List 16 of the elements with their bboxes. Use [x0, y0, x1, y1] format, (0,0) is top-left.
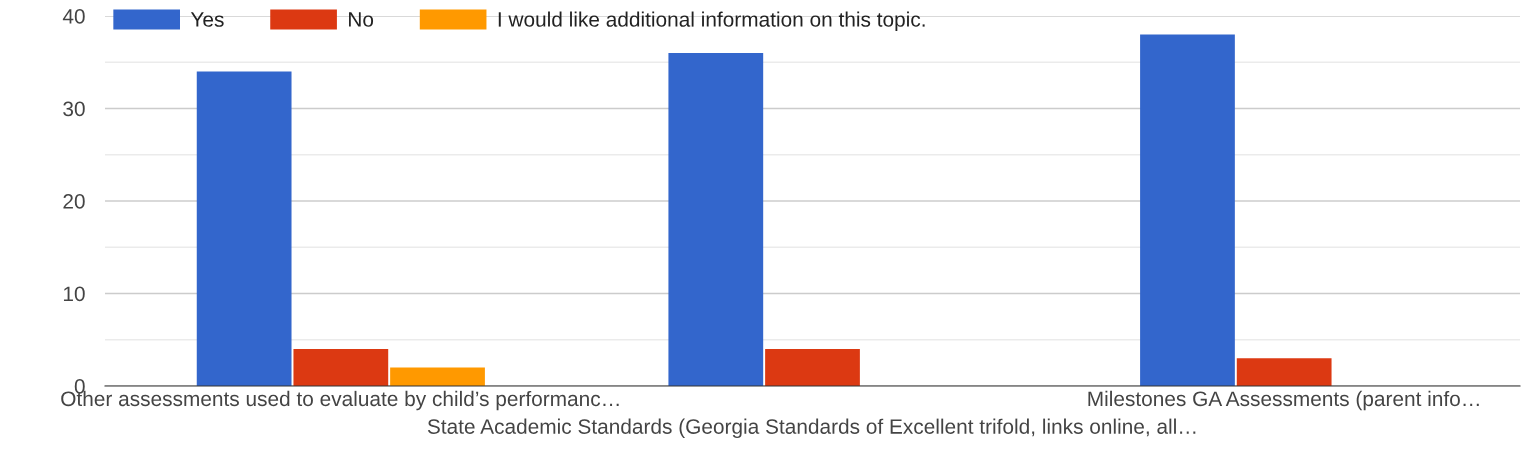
bar — [765, 349, 860, 386]
bar — [1140, 34, 1235, 386]
legend-label: Yes — [190, 12, 224, 27]
x-tick-label: State Academic Standards (Georgia Standards of Excellent trifold, links online, all… — [427, 418, 1196, 439]
bar — [390, 367, 485, 386]
bar — [1236, 358, 1332, 386]
y-tick-label: 20 — [63, 194, 85, 209]
bar — [293, 349, 389, 386]
bar — [196, 71, 292, 386]
bar — [668, 53, 764, 386]
legend-label: No — [349, 12, 374, 27]
y-tick-label: 40 — [62, 9, 85, 24]
y-tick-label: 10 — [63, 286, 85, 302]
legend-label: I would like additional information on this topic. — [498, 11, 925, 31]
y-tick-label: 30 — [63, 101, 85, 117]
x-tick-label: Milestones GA Assessments (parent info… — [1088, 390, 1479, 411]
